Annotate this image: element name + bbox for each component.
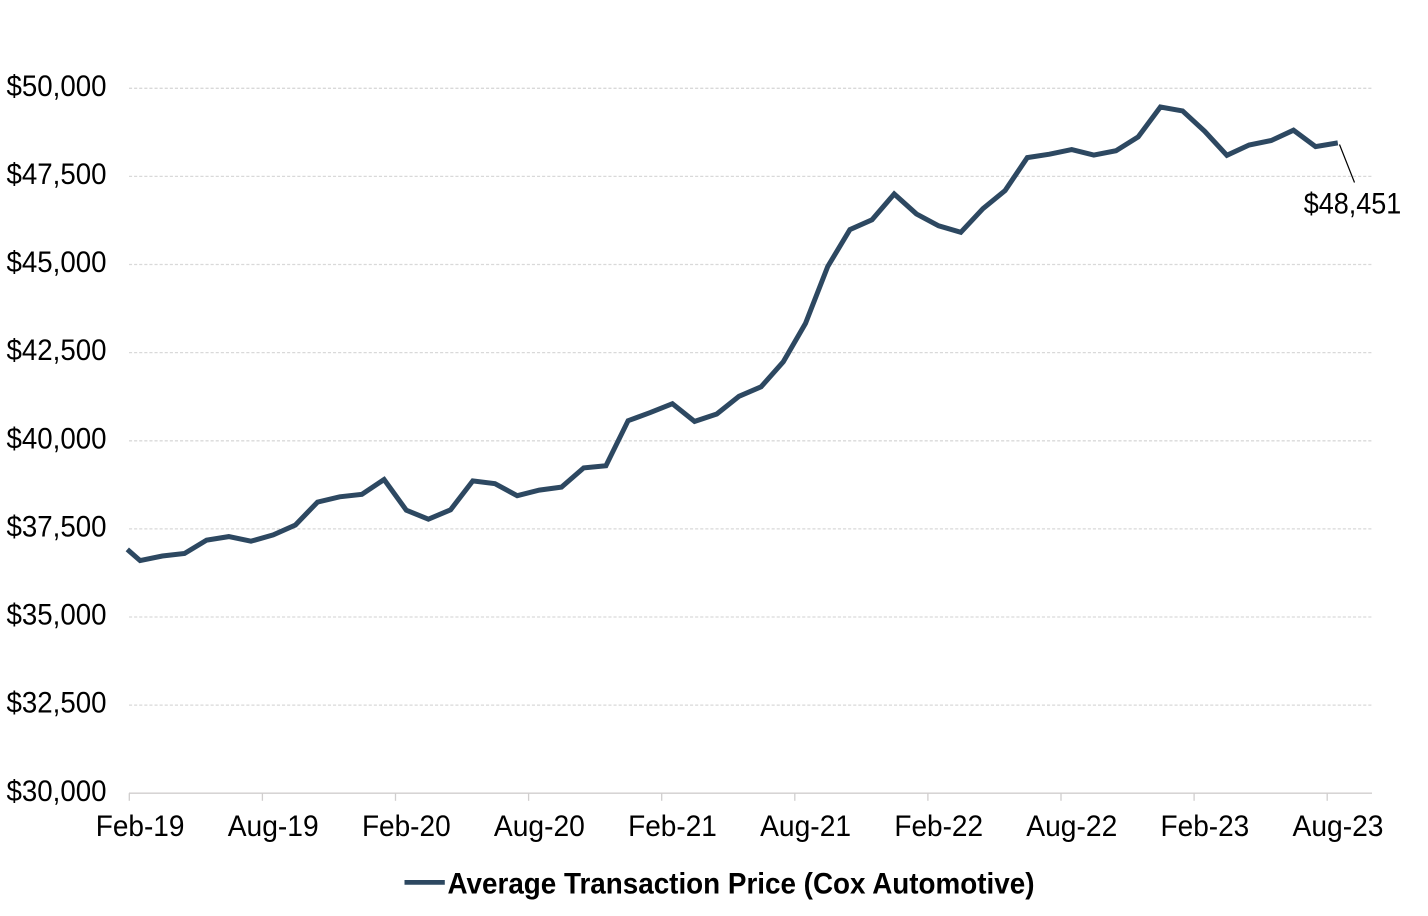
svg-text:Aug-22: Aug-22 <box>1026 810 1117 843</box>
svg-text:$32,500: $32,500 <box>7 687 107 720</box>
svg-text:$40,000: $40,000 <box>7 422 107 455</box>
svg-text:Feb-21: Feb-21 <box>628 810 717 843</box>
svg-text:Feb-20: Feb-20 <box>362 810 451 843</box>
svg-text:Feb-22: Feb-22 <box>894 810 983 843</box>
svg-text:Aug-19: Aug-19 <box>228 810 319 843</box>
svg-text:$45,000: $45,000 <box>7 246 107 279</box>
svg-text:Aug-23: Aug-23 <box>1293 810 1384 843</box>
svg-text:Aug-20: Aug-20 <box>494 810 585 843</box>
svg-text:$30,000: $30,000 <box>7 775 107 808</box>
svg-text:Feb-19: Feb-19 <box>96 810 185 843</box>
svg-text:Aug-21: Aug-21 <box>760 810 851 843</box>
svg-text:$48,451: $48,451 <box>1304 188 1402 221</box>
svg-text:$42,500: $42,500 <box>7 334 107 367</box>
svg-text:$47,500: $47,500 <box>7 158 107 191</box>
svg-text:Feb-23: Feb-23 <box>1161 810 1250 843</box>
svg-text:$37,500: $37,500 <box>7 511 107 544</box>
svg-text:$35,000: $35,000 <box>7 599 107 632</box>
svg-text:Average Transaction Price (Cox: Average Transaction Price (Cox Automotiv… <box>448 868 1035 901</box>
svg-text:$50,000: $50,000 <box>7 70 107 103</box>
